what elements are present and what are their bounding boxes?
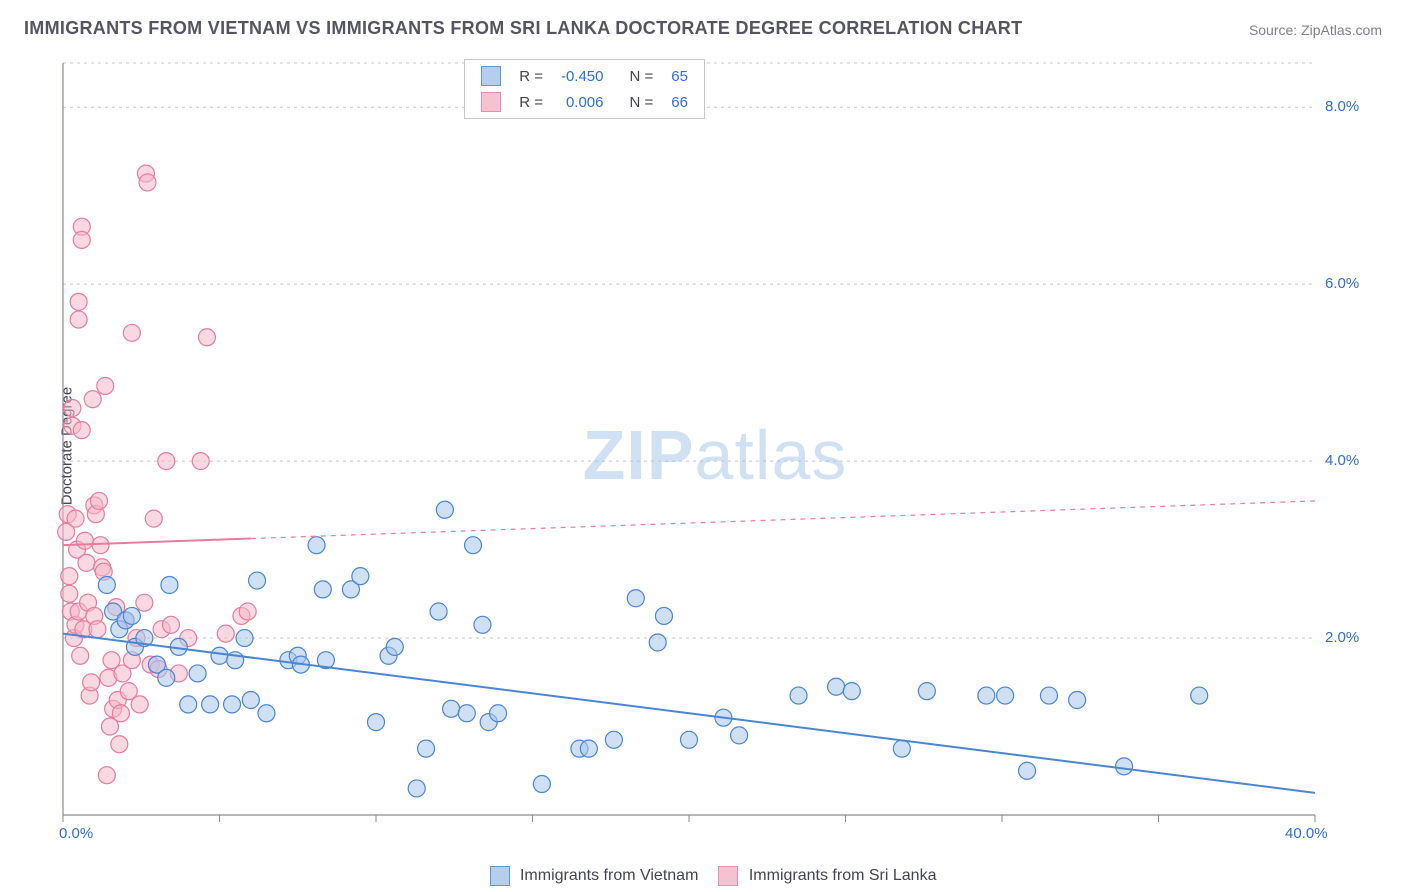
y-tick-label: 4.0%	[1325, 452, 1359, 469]
correlation-legend-table: R =-0.450N =65R =0.006N =66	[471, 62, 698, 116]
scatter-chart-svg	[55, 55, 1375, 855]
series-swatch-srilanka	[718, 866, 738, 886]
source-attribution: Source: ZipAtlas.com	[1249, 22, 1382, 38]
series-label-srilanka: Immigrants from Sri Lanka	[744, 867, 936, 884]
legend-swatch	[481, 66, 501, 86]
legend-r-label: R =	[511, 90, 551, 114]
legend-r-label: R =	[511, 64, 551, 88]
y-tick-label: 6.0%	[1325, 275, 1359, 292]
legend-row-vietnam: R =-0.450N =65	[473, 64, 696, 88]
y-tick-label: 8.0%	[1325, 98, 1359, 115]
series-label-vietnam: Immigrants from Vietnam	[516, 867, 699, 884]
legend-n-value: 66	[663, 90, 696, 114]
legend-r-value: 0.006	[553, 90, 612, 114]
x-tick-label: 40.0%	[1285, 825, 1328, 842]
plot-area: ZIPatlas R =-0.450N =65R =0.006N =66 0.0…	[55, 55, 1375, 855]
chart-container: IMMIGRANTS FROM VIETNAM VS IMMIGRANTS FR…	[0, 0, 1406, 892]
legend-row-srilanka: R =0.006N =66	[473, 90, 696, 114]
series-legend: Immigrants from Vietnam Immigrants from …	[0, 866, 1406, 886]
correlation-legend: R =-0.450N =65R =0.006N =66	[464, 59, 705, 119]
legend-swatch	[481, 92, 501, 112]
series-swatch-vietnam	[490, 866, 510, 886]
legend-r-value: -0.450	[553, 64, 612, 88]
x-tick-label: 0.0%	[59, 825, 93, 842]
legend-n-label: N =	[614, 90, 662, 114]
legend-n-value: 65	[663, 64, 696, 88]
legend-n-label: N =	[614, 64, 662, 88]
chart-title: IMMIGRANTS FROM VIETNAM VS IMMIGRANTS FR…	[24, 18, 1022, 39]
y-tick-label: 2.0%	[1325, 629, 1359, 646]
